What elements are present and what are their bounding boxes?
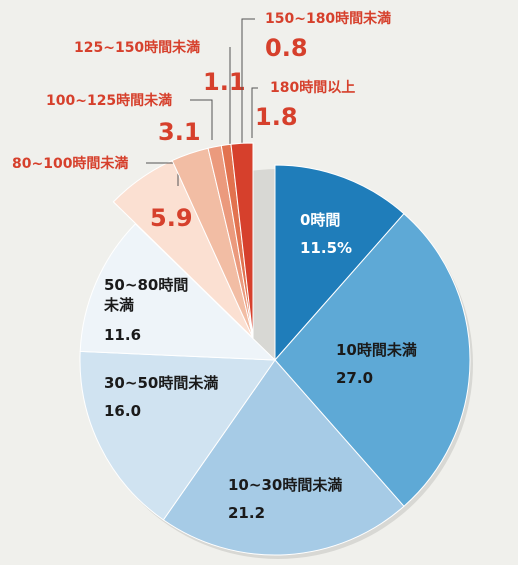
pie-slice-1 [274, 213, 471, 507]
slice-value-7: 1.1 [203, 68, 246, 96]
slice-label-9: 180時間以上 [270, 79, 355, 96]
slice-label-6: 100~125時間未満 [46, 92, 172, 109]
slice-label-5: 80~100時間未満 [12, 155, 128, 172]
slice-value-8: 0.8 [265, 34, 308, 62]
pie-slice-3 [79, 350, 276, 521]
leader-line-9 [251, 87, 258, 138]
slice-label-3: 30~50時間未満 [104, 374, 218, 392]
slice-value-5: 5.9 [150, 204, 193, 232]
leader-line-8 [241, 18, 255, 150]
slice-label-7: 125~150時間未満 [74, 39, 200, 56]
slice-label-2: 10~30時間未満 [228, 476, 342, 494]
slice-value-0: 11.5% [300, 239, 352, 257]
slice-label-4: 50~80時間未満 [103, 276, 188, 314]
slice-value-6: 3.1 [158, 118, 201, 146]
pie-slice-9 [230, 142, 254, 339]
slice-value-3: 16.0 [104, 402, 141, 420]
slice-label-8: 150~180時間未満 [265, 10, 391, 27]
pie-slice-2 [162, 359, 405, 556]
slice-label-1: 10時間未満 [336, 341, 417, 359]
leader-line-6 [190, 99, 213, 140]
pie-slice-4 [79, 223, 277, 361]
slice-value-9: 1.8 [255, 103, 298, 131]
slice-label-0: 0時間 [300, 211, 340, 229]
pie-slice-0 [274, 164, 405, 362]
slice-value-1: 27.0 [336, 369, 373, 387]
slice-value-2: 21.2 [228, 504, 265, 522]
slice-value-4: 11.6 [104, 326, 141, 344]
